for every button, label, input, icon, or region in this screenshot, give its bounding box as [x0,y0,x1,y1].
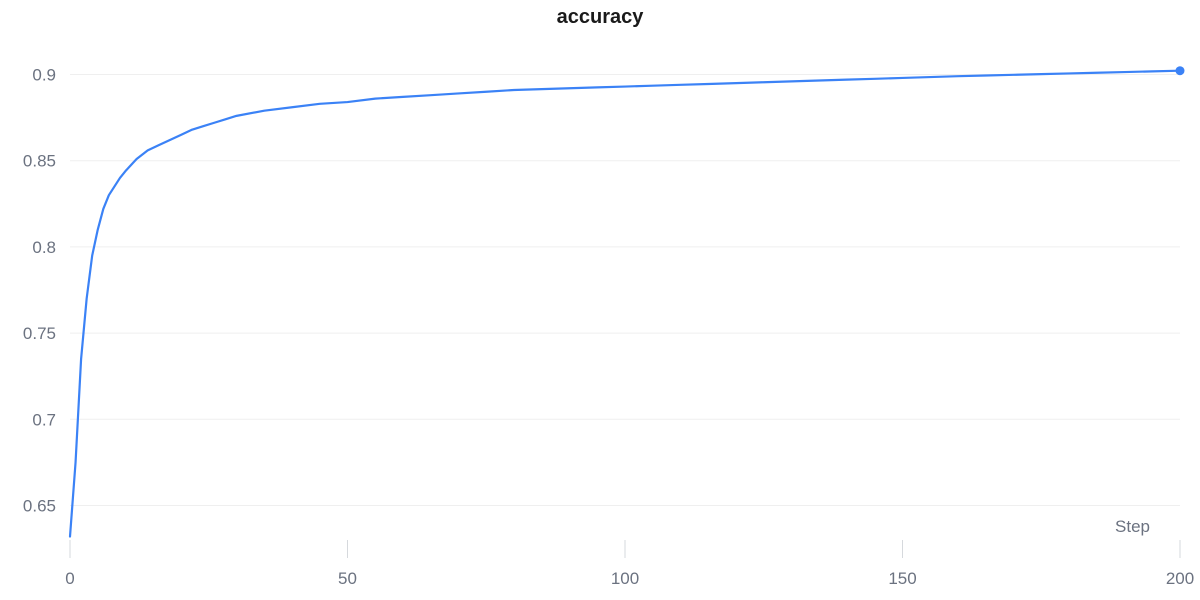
x-tick-label: 200 [1166,569,1194,588]
accuracy-chart: accuracy 0.65 0.7 0.75 0.8 0.85 0.9 0 50 100 150 2… [0,0,1200,600]
x-tick-label: 50 [338,569,357,588]
y-tick-label: 0.9 [32,65,56,84]
y-tick-label: 0.85 [23,152,56,171]
series-end-marker [1176,66,1185,75]
chart-title: accuracy [0,6,1200,29]
y-tick-label: 0.75 [23,324,56,343]
chart-canvas: 0.65 0.7 0.75 0.8 0.85 0.9 0 50 100 150 200 Step [0,0,1200,600]
x-axis-label: Step [1115,517,1150,536]
x-tick-label: 150 [888,569,916,588]
x-tick-label: 0 [65,569,74,588]
y-tick-label: 0.7 [32,410,56,429]
y-tick-label: 0.8 [32,238,56,257]
x-tick-label: 100 [611,569,639,588]
y-tick-label: 0.65 [23,497,56,516]
series-line-accuracy [70,71,1180,537]
